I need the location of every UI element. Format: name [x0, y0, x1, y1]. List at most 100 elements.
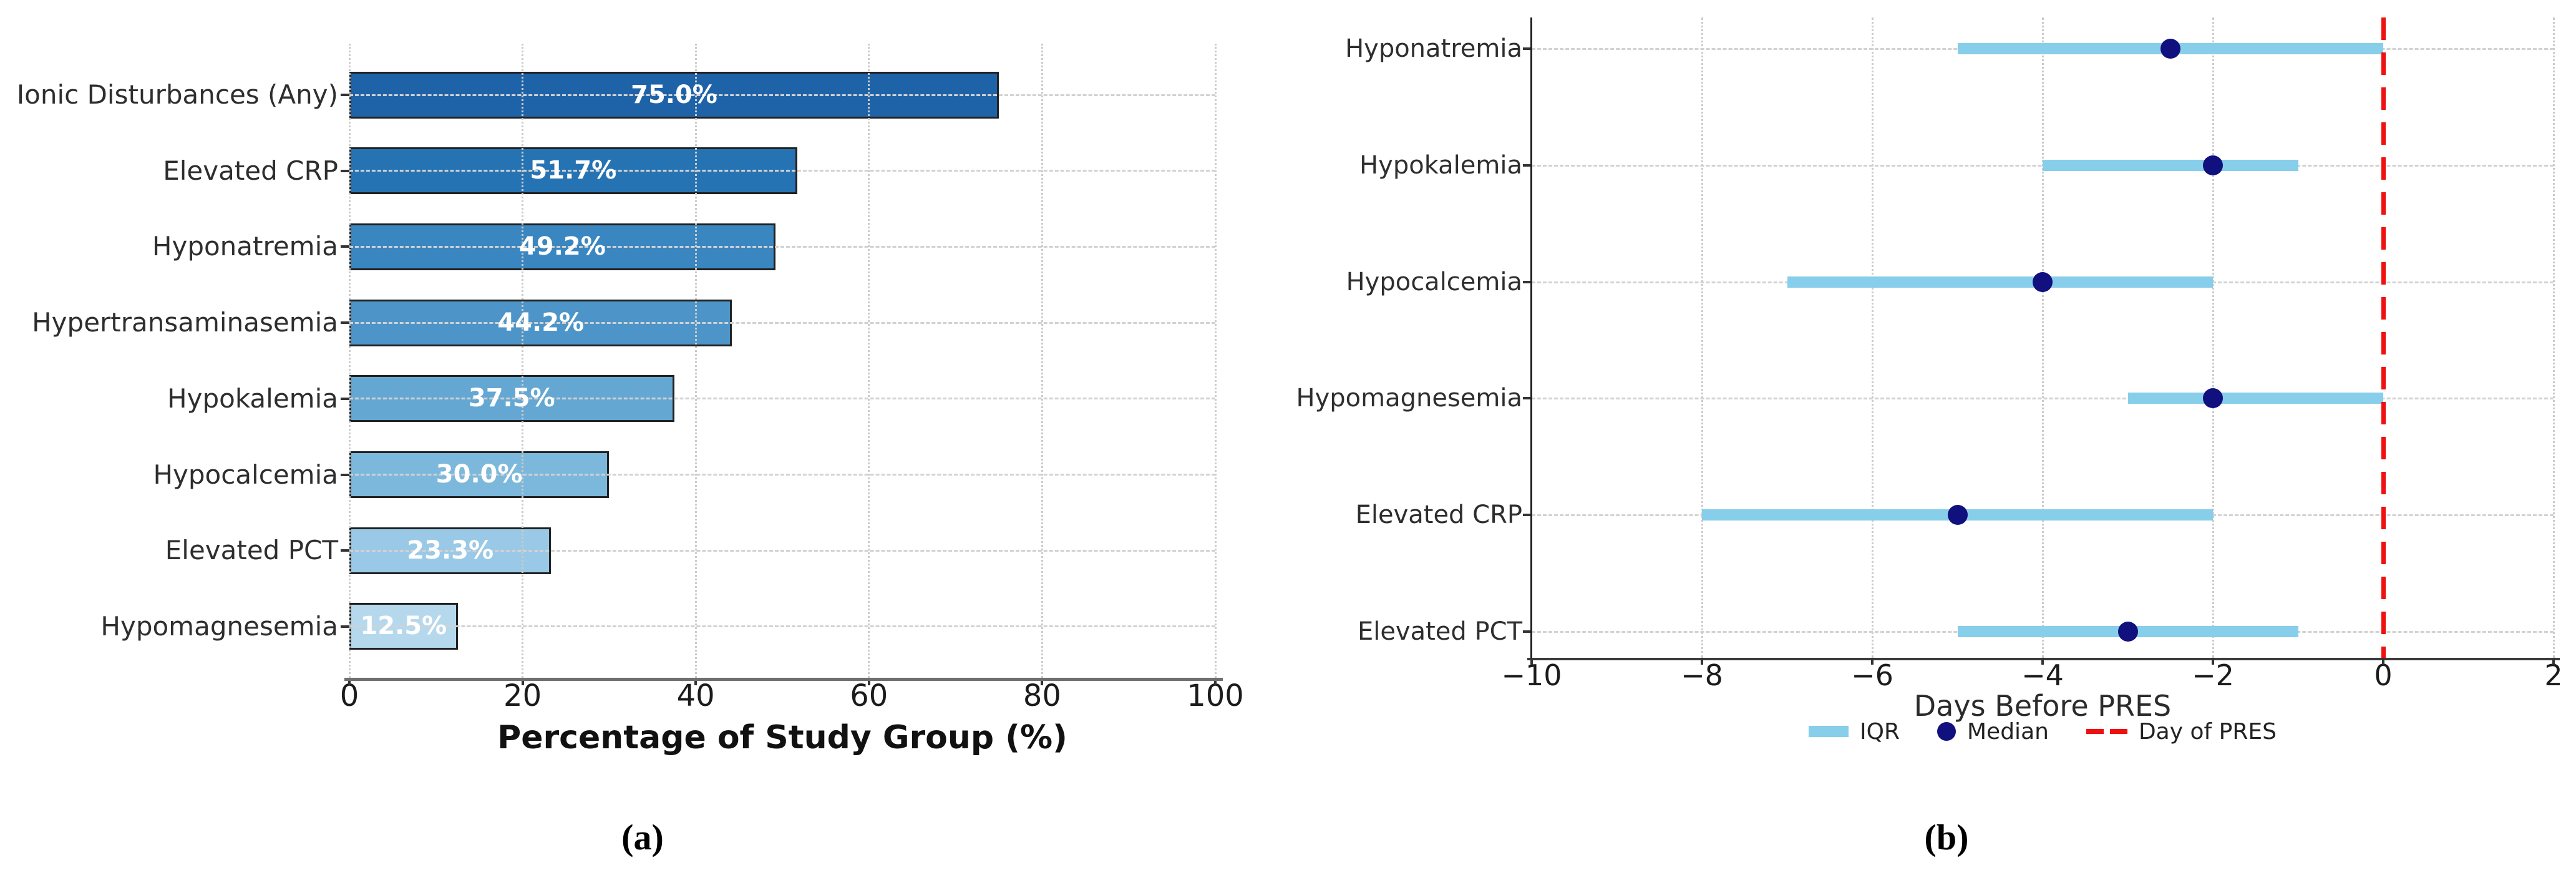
- legend-item-day-of-pres: Day of PRES: [2086, 719, 2277, 745]
- y-tick-elevated-pct: [341, 549, 349, 552]
- y-tick-hypomagnesemia: [1523, 397, 1532, 399]
- panel-b-left-spine: [1530, 17, 1532, 658]
- gridline-x--8: [1701, 17, 1703, 658]
- legend-label-median: Median: [1967, 718, 2049, 745]
- y-tick-hyponatremia: [341, 245, 349, 248]
- y-tick-hypokalemia: [1523, 164, 1532, 167]
- legend-item-median: Median: [1937, 719, 2049, 745]
- x-tick-label--2: −2: [2192, 658, 2234, 692]
- x-tick-label--4: −4: [2021, 658, 2064, 692]
- median-dot-hypokalemia: [2203, 155, 2223, 175]
- bar-value-label-hyponatremia: 49.2%: [519, 232, 606, 261]
- row-gridline-hypomagnesemia: [1532, 397, 2554, 399]
- y-axis-label-hypertransaminasemia: Hypertransaminasemia: [32, 307, 338, 338]
- median-dot-icon: [1937, 722, 1956, 741]
- x-tick-20: [521, 678, 524, 685]
- x-tick-label-60: 60: [850, 678, 888, 713]
- x-tick-label-80: 80: [1023, 678, 1061, 713]
- iqr-bar-hypomagnesemia: [2127, 393, 2383, 404]
- gridline-x-20: [522, 44, 524, 678]
- legend-label-iqr: IQR: [1860, 718, 1900, 745]
- dashed-line-icon: [2086, 729, 2127, 734]
- panel-b-legend: IQR Median Day of PRES: [1532, 715, 2554, 748]
- x-tick-label--8: −8: [1681, 658, 1723, 692]
- bar-value-label-hypertransaminasemia: 44.2%: [497, 308, 585, 337]
- y-axis-label-elevated-pct: Elevated PCT: [1357, 617, 1522, 646]
- gridline-x-0: [348, 44, 351, 678]
- bar-value-label-hypokalemia: 37.5%: [468, 384, 555, 413]
- y-axis-label-hypocalcemia: Hypocalcemia: [1346, 268, 1522, 296]
- y-tick-ionic-disturbances-any: [341, 94, 349, 96]
- row-gridline-hypocalcemia: [349, 474, 1215, 476]
- bar-value-label-hypomagnesemia: 12.5%: [360, 612, 447, 641]
- bar-value-label-ionic-disturbances-any: 75.0%: [631, 80, 717, 109]
- row-gridline-elevated-crp: [349, 170, 1215, 172]
- median-dot-elevated-pct: [2117, 622, 2138, 642]
- y-axis-label-hypokalemia: Hypokalemia: [167, 383, 338, 414]
- y-tick-hypomagnesemia: [341, 625, 349, 628]
- y-axis-label-hypomagnesemia: Hypomagnesemia: [1296, 384, 1522, 413]
- panel-a-caption: (a): [621, 817, 664, 858]
- y-tick-elevated-pct: [1523, 630, 1532, 633]
- legend-label-day-of-pres: Day of PRES: [2138, 718, 2277, 745]
- x-tick-40: [694, 678, 697, 685]
- panel-b-x-axis-label: Days Before PRES: [1913, 689, 2172, 723]
- panel-b-caption: (b): [1924, 817, 1969, 858]
- panel-a-x-axis-label: Percentage of Study Group (%): [497, 719, 1067, 756]
- y-axis-label-hypomagnesemia: Hypomagnesemia: [100, 610, 338, 642]
- y-tick-hypocalcemia: [341, 473, 349, 476]
- row-gridline-hyponatremia: [349, 245, 1215, 248]
- gridline-x--6: [1871, 17, 1874, 658]
- median-dot-hypocalcemia: [2033, 272, 2053, 292]
- y-axis-label-elevated-crp: Elevated CRP: [163, 155, 338, 186]
- iqr-bar-hypokalemia: [2043, 160, 2298, 171]
- x-tick-0: [2382, 658, 2384, 665]
- x-tick-100: [1214, 678, 1217, 685]
- x-tick--8: [1701, 658, 1703, 665]
- median-dot-elevated-crp: [1947, 505, 1968, 525]
- y-tick-hypocalcemia: [1523, 281, 1532, 283]
- gridline-x-80: [1041, 44, 1043, 678]
- x-tick-label-2: 2: [2544, 658, 2563, 692]
- y-tick-hyponatremia: [1523, 47, 1532, 50]
- x-tick-label--10: −10: [1501, 658, 1562, 692]
- y-axis-label-hyponatremia: Hyponatremia: [152, 231, 338, 262]
- x-tick--10: [1530, 658, 1533, 665]
- x-tick-60: [867, 678, 870, 685]
- y-axis-label-elevated-crp: Elevated CRP: [1355, 501, 1522, 529]
- row-gridline-hypertransaminasemia: [349, 321, 1215, 324]
- y-axis-label-hyponatremia: Hyponatremia: [1345, 34, 1522, 63]
- row-gridline-ionic-disturbances-any: [349, 94, 1215, 96]
- gridline-x--4: [2041, 17, 2044, 658]
- x-tick-2: [2552, 658, 2555, 665]
- row-gridline-hypomagnesemia: [349, 625, 1215, 628]
- gridline-x-100: [1214, 44, 1217, 678]
- iqr-bar-hypocalcemia: [1787, 276, 2213, 288]
- y-tick-elevated-crp: [341, 169, 349, 172]
- y-axis-label-ionic-disturbances-any: Ionic Disturbances (Any): [16, 79, 338, 110]
- gridline-x--2: [2212, 17, 2214, 658]
- y-axis-label-elevated-pct: Elevated PCT: [165, 535, 338, 566]
- y-tick-hypertransaminasemia: [341, 321, 349, 325]
- panel-a-bottom-spine: [344, 678, 1223, 681]
- bar-value-label-elevated-pct: 23.3%: [407, 535, 494, 565]
- median-dot-hypomagnesemia: [2203, 388, 2223, 408]
- gridline-x-60: [868, 44, 870, 678]
- x-tick--2: [2212, 658, 2214, 665]
- iqr-swatch-icon: [1809, 726, 1849, 737]
- x-tick-label-0: 0: [339, 678, 359, 713]
- y-tick-elevated-crp: [1523, 514, 1532, 516]
- median-dot-hyponatremia: [2160, 39, 2180, 59]
- y-axis-label-hypokalemia: Hypokalemia: [1359, 151, 1522, 180]
- x-tick--6: [1871, 658, 1874, 665]
- row-gridline-elevated-pct: [349, 549, 1215, 552]
- x-tick-label-40: 40: [676, 678, 715, 713]
- x-tick-label-100: 100: [1187, 678, 1244, 713]
- x-tick-0: [348, 678, 351, 685]
- bar-value-label-elevated-crp: 51.7%: [530, 156, 617, 185]
- day-of-pres-line: [2381, 17, 2386, 658]
- y-axis-label-hypocalcemia: Hypocalcemia: [153, 459, 338, 490]
- x-tick--4: [2041, 658, 2044, 665]
- x-tick-label-20: 20: [503, 678, 542, 713]
